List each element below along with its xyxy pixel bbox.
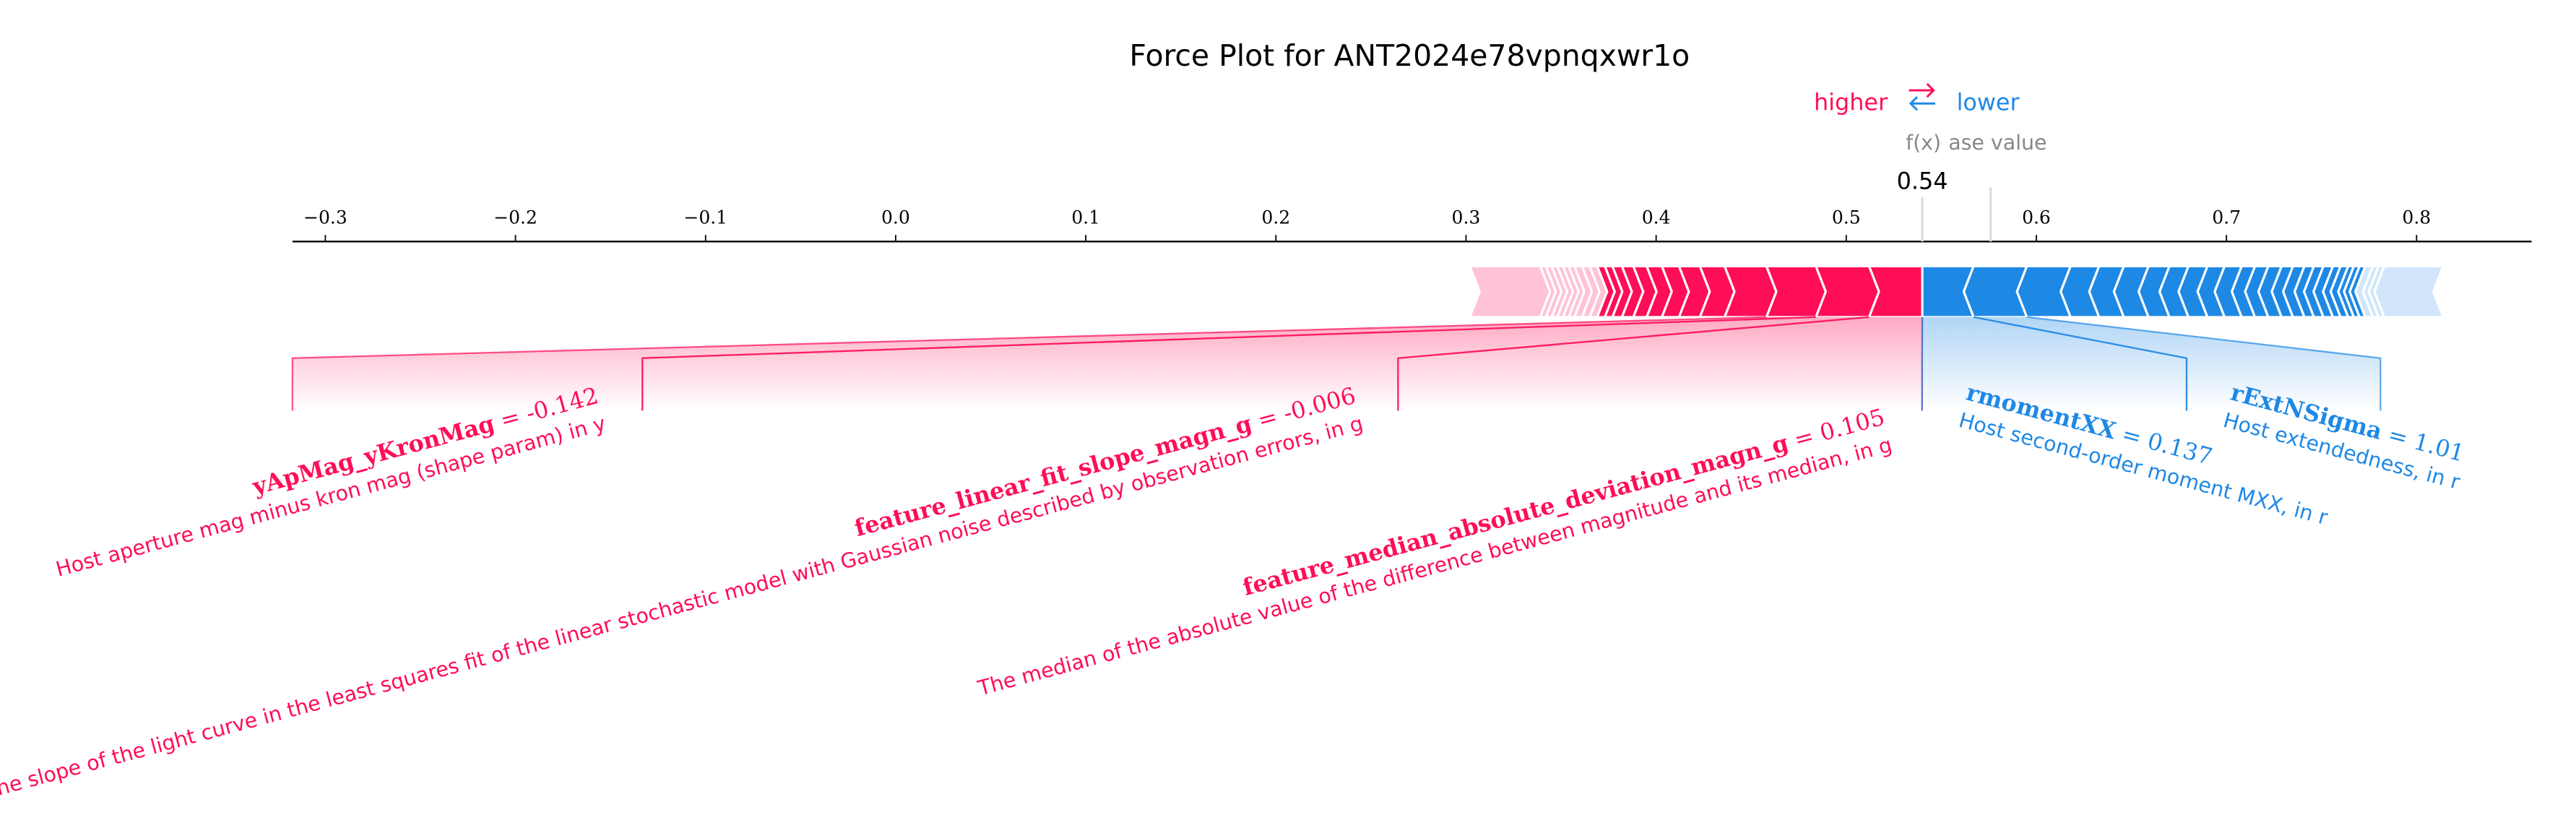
x-tick-label: 0.8 (2402, 207, 2431, 228)
output-value-label: 0.54 (1897, 168, 1948, 195)
x-tick-label: 0.7 (2212, 207, 2241, 228)
equals-sign: = (497, 402, 523, 434)
x-tick-label: 0.2 (1261, 207, 1290, 228)
x-tick-label: 0.0 (881, 207, 910, 228)
higher-label: higher (1814, 88, 1888, 116)
label-connector-fill (292, 316, 1816, 411)
base-value-label: ase value (1948, 131, 2046, 155)
equals-sign: = (1791, 422, 1817, 454)
label-connector-fill (642, 316, 1870, 411)
higher-segment (1468, 264, 1552, 319)
x-tick-label: 0.6 (2022, 207, 2051, 228)
label-connector-fill (1974, 316, 2381, 411)
higher-arrow (1909, 82, 1935, 98)
x-tick-label: 0.4 (1642, 207, 1671, 228)
x-tick-label: 0.5 (1832, 207, 1861, 228)
equals-sign: = (1255, 402, 1281, 434)
x-tick-label: −0.3 (303, 207, 347, 228)
label-connector (1973, 316, 2188, 411)
x-tick-label: 0.1 (1071, 207, 1100, 228)
feature-name: feature_median_absolute_deviation_magn_g (1240, 428, 1791, 601)
feature-description: Host aperture mag minus kron mag (shape … (53, 411, 608, 581)
feature-description: The slope of the light curve in the leas… (0, 411, 1365, 803)
feature-label: feature_linear_fit_slope_magn_g = -0.006… (0, 381, 1365, 803)
x-tick-label: −0.2 (493, 207, 537, 228)
lower-arrow (1909, 96, 1936, 111)
chart-title: Force Plot for ANT2024e78vpnqxwr1o (1129, 38, 1690, 73)
label-connector (1397, 316, 1870, 411)
lower-label: lower (1957, 88, 2020, 116)
x-tick-label: −0.1 (683, 207, 727, 228)
lower-segment (2373, 264, 2445, 319)
x-tick-label: 0.3 (1452, 207, 1481, 228)
label-connector (2026, 316, 2382, 411)
label-connector (291, 316, 1767, 411)
label-connector (641, 316, 1816, 411)
label-connector-fill (1922, 316, 2187, 411)
label-connector-fill (1398, 316, 1923, 411)
equals-sign: = (2385, 420, 2411, 452)
equals-sign: = (2119, 420, 2145, 452)
fx-label: f(x) (1906, 131, 1941, 155)
